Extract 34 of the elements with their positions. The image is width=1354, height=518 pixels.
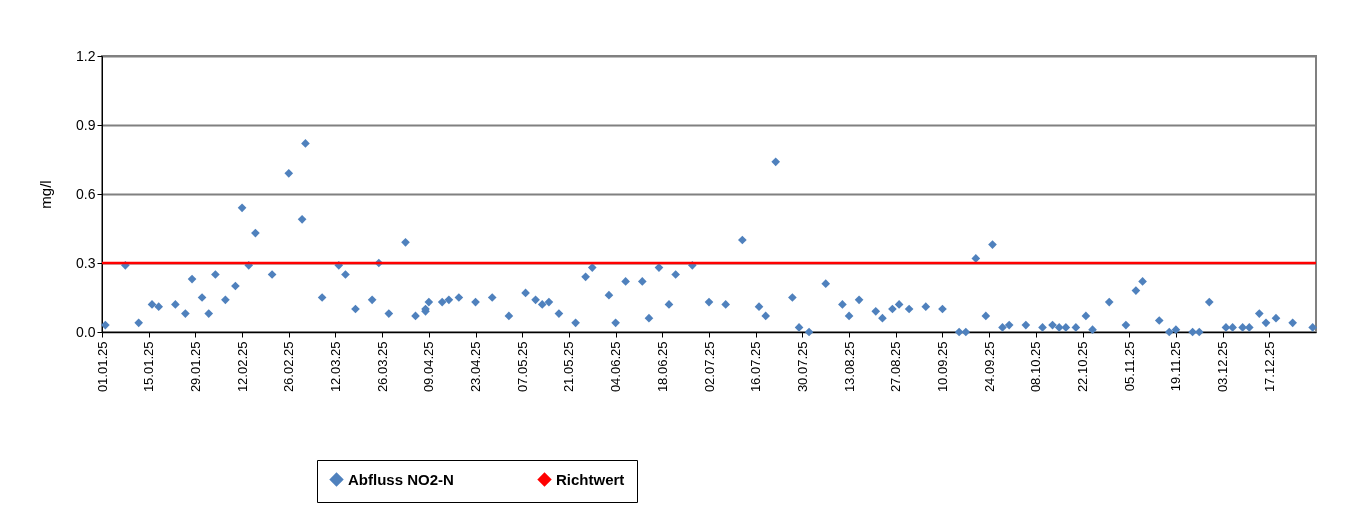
x-tick-label: 13.08.25 <box>841 341 857 393</box>
x-tick-label: 27.08.25 <box>888 341 904 393</box>
x-tick-label: 03.12.25 <box>1215 341 1231 393</box>
x-tick-label: 05.11.25 <box>1121 341 1137 392</box>
x-tick-label: 12.02.25 <box>234 341 250 393</box>
x-tick-label: 02.07.25 <box>701 341 717 393</box>
x-tick-label: 23.04.25 <box>468 341 484 393</box>
y-tick-label: 0.0 <box>76 323 96 340</box>
x-tick-label: 10.09.25 <box>934 341 950 393</box>
x-tick-label: 16.07.25 <box>748 341 764 393</box>
x-tick-label: 04.06.25 <box>608 341 624 393</box>
legend-label: Richtwert <box>556 470 625 488</box>
x-tick-label: 18.06.25 <box>654 341 670 393</box>
x-tick-label: 07.05.25 <box>514 341 530 393</box>
x-tick-label: 09.04.25 <box>421 341 437 393</box>
y-tick-label: 0.9 <box>76 116 96 133</box>
legend-label: Abfluss NO2-N <box>348 470 454 488</box>
x-tick-label: 19.11.25 <box>1168 341 1184 392</box>
x-tick-label: 29.01.25 <box>187 341 203 393</box>
x-tick-label: 26.03.25 <box>374 341 390 393</box>
x-tick-label: 17.12.25 <box>1261 341 1277 393</box>
y-axis-title: mg/l <box>37 180 55 209</box>
x-tick-label: 22.10.25 <box>1075 341 1091 393</box>
x-tick-label: 26.02.25 <box>281 341 297 393</box>
x-tick-label: 30.07.25 <box>794 341 810 393</box>
x-tick-label: 12.03.25 <box>327 341 343 393</box>
x-tick-label: 21.05.25 <box>561 341 577 393</box>
x-tick-label: 08.10.25 <box>1028 341 1044 393</box>
y-tick-label: 0.3 <box>76 254 96 271</box>
x-tick-label: 01.01.25 <box>94 341 110 393</box>
y-tick-label: 0.6 <box>76 185 96 202</box>
x-tick-label: 24.09.25 <box>981 341 997 393</box>
x-tick-label: 15.01.25 <box>141 341 157 393</box>
y-tick-label: 1.2 <box>76 47 96 64</box>
